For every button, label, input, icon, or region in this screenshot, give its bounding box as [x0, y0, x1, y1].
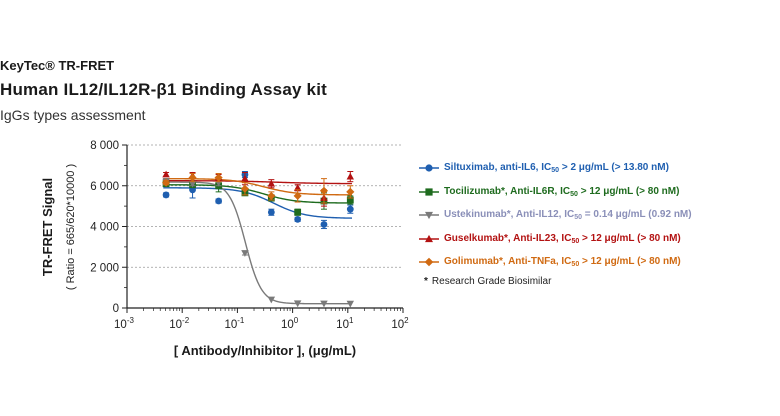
data-point	[162, 191, 170, 199]
data-point	[214, 173, 223, 182]
data-point	[320, 300, 328, 308]
footnote-text: Research Grade Biosimilar	[431, 276, 552, 287]
data-point	[241, 250, 249, 257]
data-point	[346, 300, 354, 308]
legend-symbol	[425, 211, 433, 220]
data-point	[188, 173, 197, 182]
grid-lines	[127, 144, 403, 268]
x-tick-label: 10-3	[114, 316, 134, 331]
y-tick-label: 0	[113, 303, 119, 315]
x-tick-label: 101	[336, 316, 354, 331]
y-axis-label: TR-FRET Signal	[40, 178, 55, 276]
x-axis-label: [ Antibody/Inhibitor ], (μg/mL)	[174, 343, 356, 358]
x-tick-label: 10-1	[224, 316, 244, 331]
legend-symbol	[425, 164, 433, 172]
data-point	[267, 179, 276, 187]
legend-marker	[419, 257, 439, 267]
legend-marker	[419, 234, 439, 242]
legend-label: Tocilizumab*, Anti-IL6R, IC50 > 12 μg/mL…	[444, 185, 680, 198]
chart-subtitle: IgGs types assessment	[0, 107, 146, 123]
data-points	[162, 170, 355, 308]
data-point	[293, 191, 302, 200]
data-point	[346, 187, 355, 196]
legend-marker	[419, 164, 439, 172]
data-point	[267, 208, 275, 216]
x-tick-label: 100	[281, 316, 299, 331]
data-point	[293, 183, 302, 191]
legend-label: Golimumab*, Anti-TNFa, IC50 > 12 μg/mL (…	[444, 256, 681, 268]
data-point	[346, 196, 354, 204]
legend-symbol	[425, 234, 433, 242]
y-tick-label: 4 000	[90, 222, 119, 234]
legend-label: Siltuximab, anti-IL6, IC50 > 2 μg/mL (> …	[444, 162, 669, 174]
data-point	[293, 300, 302, 308]
y-axis-sublabel: ( Ratio = 665/620*10000 )	[65, 164, 77, 290]
data-point	[162, 178, 171, 187]
x-tick-label: 102	[391, 316, 409, 331]
footnote: * Research Grade Biosimilar	[424, 276, 551, 287]
legend-symbol	[425, 187, 433, 196]
legend-label: Ustekinumab*, Anti-IL12, IC50 = 0.14 μg/…	[444, 209, 692, 221]
data-point	[267, 296, 276, 304]
legend-symbol	[424, 257, 434, 267]
legend-marker	[419, 187, 439, 196]
legend-label: Guselkumab*, Anti-IL23, IC50 > 12 μg/mL …	[444, 232, 681, 245]
x-tick-label: 10-2	[169, 316, 189, 331]
data-point	[240, 184, 249, 193]
data-point	[320, 221, 328, 228]
footnote-star: *	[424, 276, 428, 287]
data-point	[346, 205, 354, 213]
y-tick-label: 8 000	[90, 140, 119, 152]
legend-marker	[419, 211, 439, 220]
chart-title: Human IL12/IL12R-β1 Binding Assay kit	[0, 80, 327, 99]
data-point	[294, 208, 302, 216]
chart-brand: KeyTec® TR-FRET	[0, 58, 115, 73]
y-tick-label: 6 000	[90, 181, 119, 193]
data-point	[346, 172, 354, 180]
data-point	[267, 191, 276, 200]
fit-curve	[163, 179, 352, 185]
data-point	[188, 180, 197, 188]
data-point	[162, 170, 170, 178]
data-point	[215, 197, 223, 205]
data-point	[241, 174, 249, 182]
data-point	[294, 215, 302, 223]
data-point	[319, 186, 328, 195]
y-tick-label: 2 000	[90, 262, 119, 274]
axes: 0 2 000 4 000 6 000 8 000 10-3 10-2 10-1 100 101 1…	[90, 140, 409, 331]
